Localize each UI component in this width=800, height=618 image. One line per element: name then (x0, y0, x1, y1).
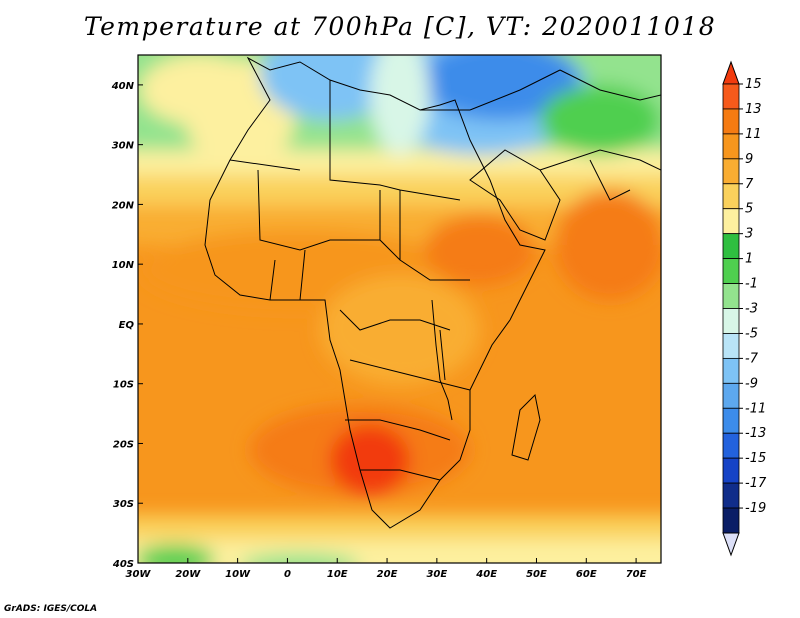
colorbar-label: -19 (745, 501, 766, 516)
lat-tick-label: 30N (112, 141, 135, 152)
colorbar-box (722, 108, 740, 135)
colorbar-box (722, 258, 740, 284)
colorbar-label: -15 (745, 451, 766, 466)
colorbar-box (722, 507, 740, 534)
colorbar-label: -3 (745, 302, 758, 317)
lat-tick-label: EQ (119, 320, 135, 331)
lon-tick-label: 30E (426, 569, 447, 580)
colorbar-label: 15 (745, 77, 762, 92)
lon-tick-label: 40E (475, 569, 497, 580)
lon-tick-label: 10W (225, 569, 251, 580)
colorbar-bottom-triangle (722, 532, 740, 557)
colorbar-box (722, 432, 740, 459)
credit-label: GrADS: IGES/COLA (4, 604, 98, 614)
colorbar-box (722, 158, 740, 185)
colorbar-box (722, 333, 740, 359)
temperature-field (138, 55, 661, 563)
colorbar-label: -1 (745, 277, 758, 292)
colorbar-box (722, 482, 740, 509)
lon-tick-label: 20E (377, 569, 398, 580)
colorbar-label: -7 (745, 351, 759, 366)
colorbar-box (722, 183, 740, 210)
colorbar-label: 7 (745, 177, 754, 192)
colorbar-label: 5 (745, 202, 753, 217)
colorbar-label: -17 (745, 476, 767, 491)
colorbar-label: -11 (745, 401, 766, 416)
colorbar-label: 11 (745, 127, 762, 142)
lon-tick-label: 20W (175, 569, 201, 580)
lat-tick-label: 30S (113, 499, 134, 510)
colorbar-box (722, 233, 740, 260)
colorbar-box (722, 283, 740, 309)
colorbar: 15 13 11 9 7 5 3 1 -1 -3 -5 -7 -9 -11 -13 -15 -17 -19 (722, 60, 767, 557)
lat-tick-label: 40N (111, 81, 135, 92)
colorbar-label: 9 (745, 152, 753, 167)
longitude-axis: 30W 20W 10W 0 10E 20E 30E 40E 50E 60E 70E (126, 558, 647, 580)
lon-tick-label: 30W (126, 569, 152, 580)
colorbar-box (722, 382, 740, 409)
colorbar-label: -13 (745, 426, 766, 441)
lon-tick-label: 10E (327, 569, 348, 580)
lon-tick-label: 60E (576, 569, 597, 580)
lon-tick-label: 0 (284, 569, 291, 580)
colorbar-label: -9 (745, 376, 758, 391)
lat-tick-label: 10N (112, 260, 135, 271)
colorbar-box (722, 83, 740, 110)
colorbar-label: -5 (745, 326, 758, 341)
colorbar-box (722, 208, 740, 235)
lat-tick-label: 20S (113, 439, 134, 450)
lat-tick-label: 40S (112, 559, 134, 570)
colorbar-top-triangle (722, 60, 740, 85)
colorbar-box (722, 407, 740, 434)
colorbar-label: 13 (745, 102, 762, 117)
lat-tick-label: 20N (112, 200, 135, 211)
coastlines-and-borders (204, 56, 661, 529)
colorbar-box (722, 308, 740, 334)
colorbar-box (722, 457, 740, 484)
lon-tick-label: 50E (526, 569, 547, 580)
colorbar-box (722, 133, 740, 160)
plot-frame (137, 54, 662, 564)
map-title: Temperature at 700hPa [C], VT: 202001101… (83, 12, 717, 41)
colorbar-box (722, 357, 740, 384)
lat-tick-label: 10S (113, 380, 134, 391)
latitude-axis: 40N 30N 20N 10N EQ 10S 20S 30S 40S (111, 81, 143, 570)
colorbar-label: 1 (745, 252, 753, 267)
colorbar-label: 3 (745, 227, 753, 242)
lon-tick-label: 70E (626, 569, 647, 580)
